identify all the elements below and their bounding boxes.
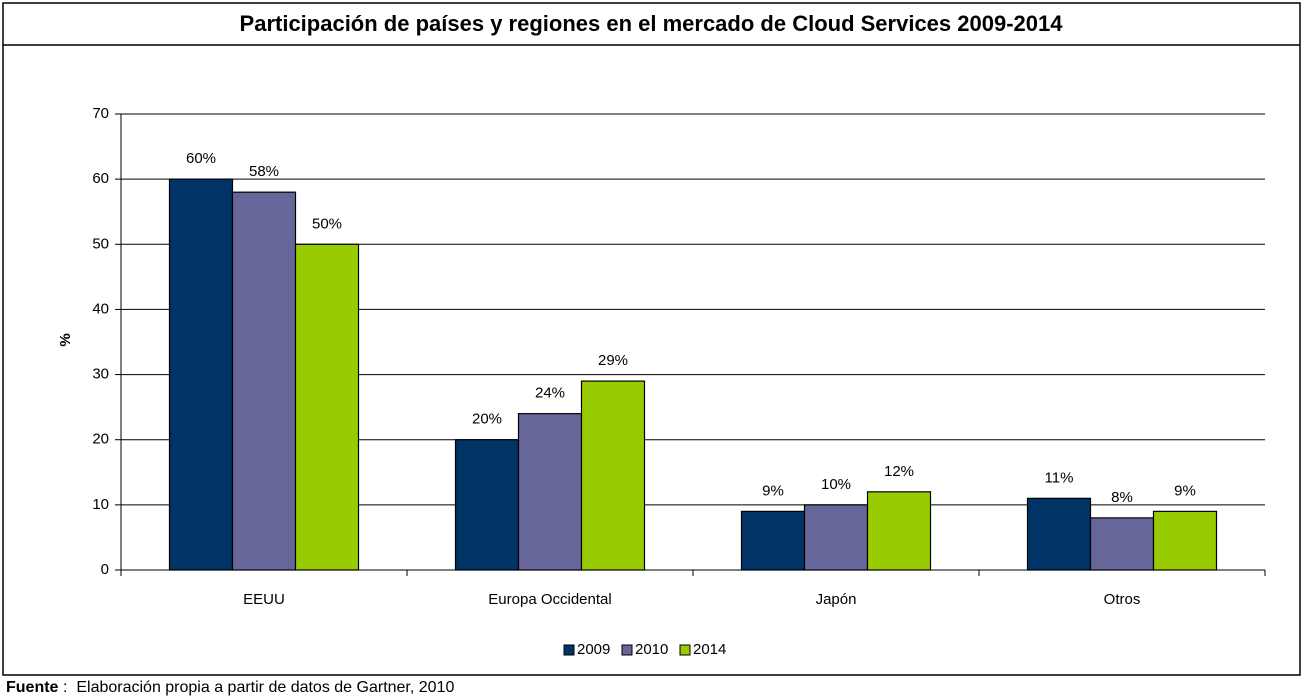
legend-label: 2010 bbox=[635, 641, 668, 658]
value-label: 50% bbox=[312, 215, 342, 232]
x-tick-label: Europa Occidental bbox=[488, 591, 611, 608]
chart-title: Participación de países y regiones en el… bbox=[240, 11, 1064, 36]
value-label: 9% bbox=[1174, 482, 1196, 499]
x-tick-label: Otros bbox=[1104, 591, 1141, 608]
legend-swatch bbox=[679, 644, 691, 656]
value-label: 20% bbox=[472, 411, 502, 428]
value-label: 58% bbox=[249, 163, 279, 180]
y-tick-label: 60 bbox=[92, 170, 109, 187]
value-label: 11% bbox=[1045, 469, 1074, 486]
value-label: 60% bbox=[186, 150, 216, 167]
frame bbox=[2, 2, 1301, 676]
bar bbox=[231, 191, 297, 571]
y-tick-label: 0 bbox=[101, 561, 109, 578]
y-tick-label: 20 bbox=[92, 431, 109, 448]
value-label: 8% bbox=[1111, 489, 1133, 506]
source-text: : Elaboración propia a partir de datos d… bbox=[63, 679, 454, 696]
y-tick-label: 10 bbox=[92, 496, 109, 513]
bar bbox=[1152, 510, 1218, 571]
bar bbox=[168, 178, 234, 571]
value-label: 9% bbox=[762, 482, 784, 499]
bar bbox=[866, 491, 932, 571]
y-tick-label: 70 bbox=[92, 105, 109, 122]
bar bbox=[740, 510, 806, 571]
legend-swatch bbox=[621, 644, 633, 656]
source-label: Fuente bbox=[6, 679, 59, 696]
bar bbox=[580, 380, 646, 571]
y-tick-label: 40 bbox=[92, 300, 109, 317]
legend-label: 2014 bbox=[693, 641, 726, 658]
y-tick-label: 30 bbox=[92, 366, 109, 383]
bar bbox=[803, 504, 869, 571]
y-axis-label: % bbox=[57, 333, 74, 346]
x-tick-label: Japón bbox=[816, 591, 857, 608]
y-tick-label: 50 bbox=[92, 235, 109, 252]
x-tick-label: EEUU bbox=[243, 591, 285, 608]
value-label: 10% bbox=[821, 476, 851, 493]
value-label: 12% bbox=[884, 463, 914, 480]
bar bbox=[1089, 517, 1155, 571]
bar bbox=[454, 439, 520, 571]
bar bbox=[1026, 497, 1092, 571]
legend-swatch bbox=[563, 644, 575, 656]
bar bbox=[294, 243, 360, 571]
value-label: 24% bbox=[535, 385, 565, 402]
bar bbox=[517, 413, 583, 571]
legend-label: 2009 bbox=[577, 641, 610, 658]
value-label: 29% bbox=[598, 352, 628, 369]
